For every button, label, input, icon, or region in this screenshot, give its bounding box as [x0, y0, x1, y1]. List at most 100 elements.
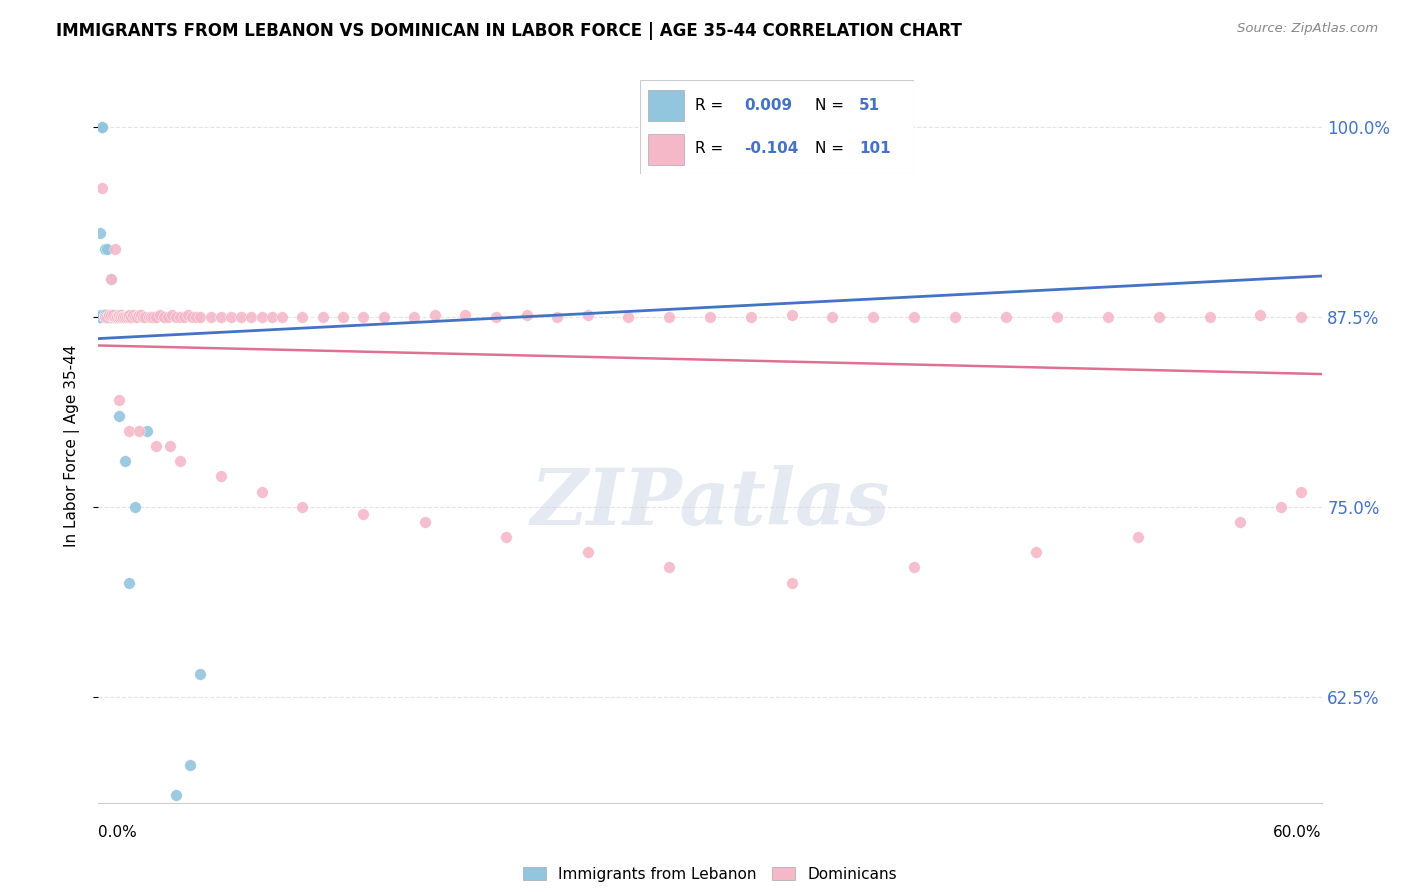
Point: [576, 309, 599, 323]
Point: [169, 310, 191, 324]
Point: [101, 309, 124, 323]
Point: [862, 310, 884, 324]
Point: [179, 757, 201, 772]
Text: IMMIGRANTS FROM LEBANON VS DOMINICAN IN LABOR FORCE | AGE 35-44 CORRELATION CHAR: IMMIGRANTS FROM LEBANON VS DOMINICAN IN …: [56, 22, 962, 40]
Point: [485, 310, 508, 324]
Point: [120, 310, 142, 324]
Point: [1045, 310, 1069, 324]
Point: [1229, 515, 1251, 529]
Text: 60.0%: 60.0%: [1274, 825, 1322, 840]
Point: [104, 310, 127, 324]
Point: [93, 310, 115, 324]
Point: [454, 309, 477, 323]
Point: [124, 500, 146, 514]
Point: [219, 310, 242, 324]
Point: [100, 309, 122, 323]
Point: [111, 310, 134, 324]
Point: [97, 309, 120, 323]
Point: [1291, 310, 1313, 324]
Point: [169, 454, 191, 468]
Point: [93, 242, 115, 256]
Point: [115, 310, 138, 324]
Point: [132, 310, 155, 324]
Point: [240, 310, 263, 324]
Point: [100, 310, 122, 324]
Point: [129, 309, 152, 323]
Point: [1097, 310, 1119, 324]
Point: [903, 560, 925, 574]
Point: [332, 310, 354, 324]
Point: [145, 310, 167, 324]
Point: [114, 310, 136, 324]
Point: [100, 309, 122, 323]
Point: [617, 310, 640, 324]
Point: [100, 272, 122, 286]
Point: [96, 310, 118, 324]
Point: [160, 309, 183, 323]
Text: R =: R =: [695, 141, 728, 156]
Point: [495, 530, 517, 544]
Point: [93, 309, 115, 323]
Point: [101, 309, 124, 323]
Point: [903, 310, 925, 324]
Point: [200, 310, 222, 324]
Point: [108, 310, 131, 324]
Point: [89, 227, 111, 241]
Point: [101, 310, 124, 324]
Point: [145, 310, 167, 324]
Point: [100, 309, 122, 323]
Point: [780, 309, 803, 323]
Point: [89, 310, 111, 324]
Point: [1128, 530, 1150, 544]
Point: [122, 309, 145, 323]
Point: [373, 310, 395, 324]
Text: 51: 51: [859, 98, 880, 113]
Point: [93, 309, 115, 323]
Text: ZIPatlas: ZIPatlas: [530, 465, 890, 541]
Point: [404, 310, 426, 324]
Point: [821, 310, 844, 324]
Point: [124, 310, 146, 324]
Point: [105, 310, 128, 324]
Point: [93, 310, 115, 324]
Point: [110, 309, 132, 323]
Point: [96, 309, 118, 323]
Point: [165, 788, 187, 802]
Point: [91, 309, 114, 323]
Point: [156, 310, 179, 324]
Point: [89, 310, 111, 324]
Point: [1270, 500, 1292, 514]
Point: [260, 310, 283, 324]
Point: [97, 310, 120, 324]
Point: [97, 309, 120, 323]
Point: [658, 310, 681, 324]
Point: [312, 310, 335, 324]
Point: [118, 424, 141, 438]
Point: [118, 575, 141, 590]
Point: [93, 309, 115, 323]
Point: [658, 560, 681, 574]
Point: [104, 310, 127, 324]
Point: [89, 310, 111, 324]
Point: [93, 309, 115, 323]
Point: [91, 181, 114, 195]
Point: [128, 309, 150, 323]
Point: [136, 424, 159, 438]
Text: N =: N =: [815, 141, 849, 156]
Point: [105, 309, 128, 323]
Point: [188, 666, 212, 681]
Point: [231, 310, 253, 324]
Point: [118, 309, 141, 323]
Point: [128, 424, 150, 438]
Point: [111, 310, 134, 324]
Point: [423, 309, 446, 323]
Text: N =: N =: [815, 98, 849, 113]
Point: [89, 309, 111, 323]
Point: [91, 120, 114, 135]
Point: [132, 310, 155, 324]
Point: [291, 310, 314, 324]
Point: [97, 309, 120, 323]
Point: [165, 310, 187, 324]
Point: [91, 120, 114, 135]
Point: [105, 310, 128, 324]
